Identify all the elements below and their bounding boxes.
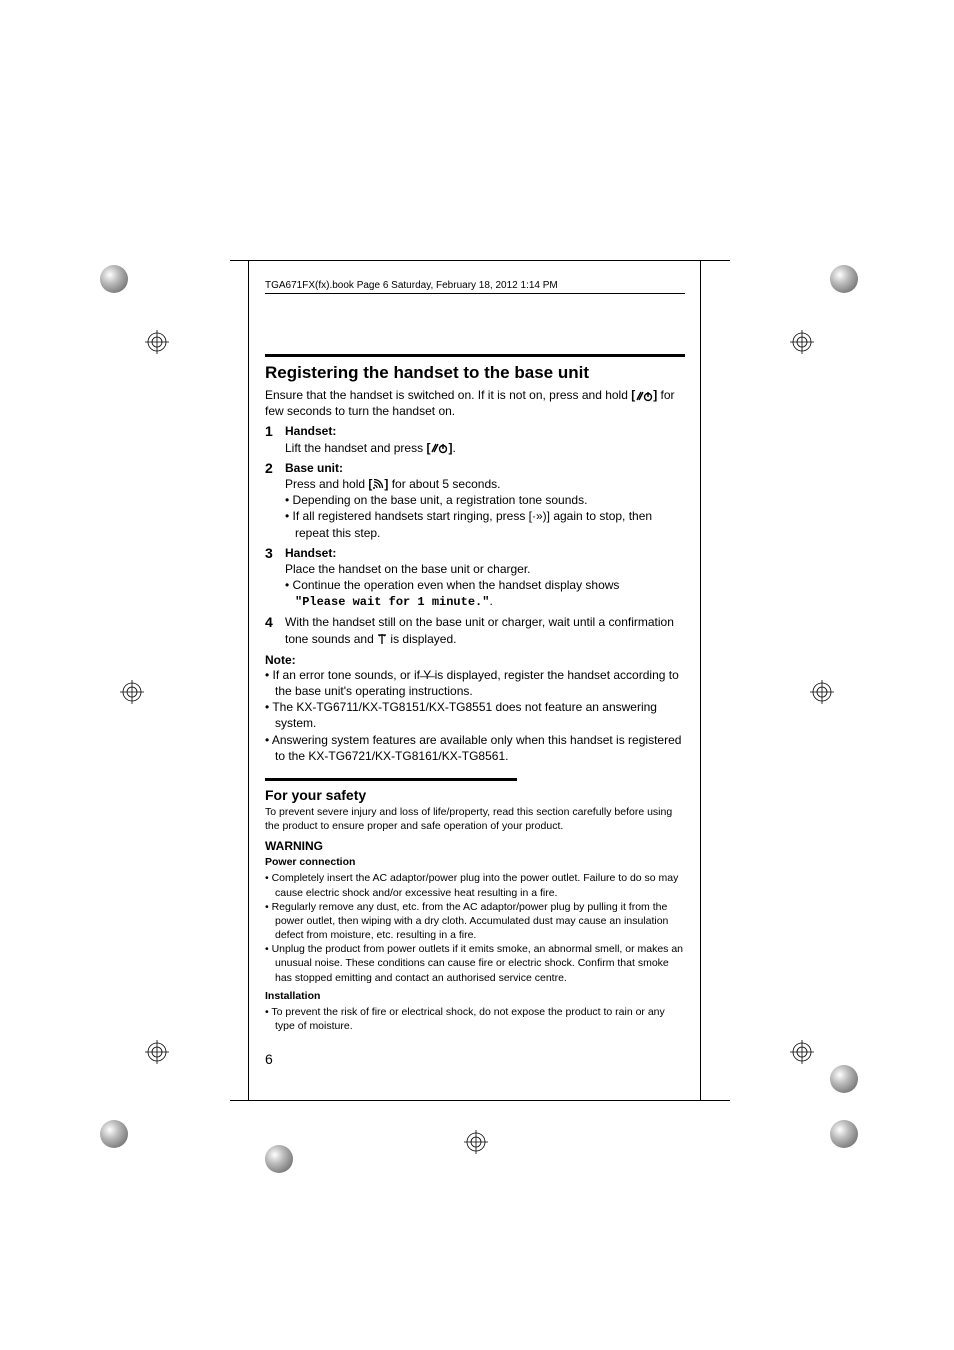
step-line: Lift the handset and press []. xyxy=(285,440,685,456)
signal-icon: [] xyxy=(368,477,388,491)
subsection-title: Installation xyxy=(265,989,685,1003)
step-text: Press and hold xyxy=(285,477,368,491)
step-line: Press and hold [] for about 5 seconds. xyxy=(285,476,685,492)
step: 1 Handset: Lift the handset and press []… xyxy=(265,423,685,455)
page-number: 6 xyxy=(265,1051,685,1067)
book-header: TGA671FX(fx).book Page 6 Saturday, Febru… xyxy=(265,280,685,294)
section-title: For your safety xyxy=(265,787,685,803)
note-item: • The KX-TG6711/KX-TG8151/KX-TG8551 does… xyxy=(265,699,685,731)
note-label: Note: xyxy=(265,653,685,667)
warning-item: • Regularly remove any dust, etc. from t… xyxy=(265,900,685,943)
step-text: With the handset still on the base unit … xyxy=(285,615,674,645)
section-title: Registering the handset to the base unit xyxy=(265,363,685,383)
step-text: . xyxy=(489,594,492,608)
step-line: With the handset still on the base unit … xyxy=(285,614,685,646)
step-number: 3 xyxy=(265,545,285,611)
safety-intro: To prevent severe injury and loss of lif… xyxy=(265,805,685,833)
step: 2 Base unit: Press and hold [] for about… xyxy=(265,460,685,541)
section-rule xyxy=(265,778,517,781)
step-line: Place the handset on the base unit or ch… xyxy=(285,561,685,577)
step-title: Handset: xyxy=(285,545,685,561)
handset-power-icon: [] xyxy=(426,441,452,455)
page-content: TGA671FX(fx).book Page 6 Saturday, Febru… xyxy=(265,280,685,1067)
mono-text: "Please wait for 1 minute." xyxy=(295,595,489,609)
step-text: Lift the handset and press xyxy=(285,441,426,455)
subsection-title: Power connection xyxy=(265,855,685,869)
warning-label: WARNING xyxy=(265,839,685,853)
warning-item: • To prevent the risk of fire or electri… xyxy=(265,1005,685,1033)
warning-item: • Unplug the product from power outlets … xyxy=(265,942,685,985)
step-text: . xyxy=(452,441,455,455)
step: 4 With the handset still on the base uni… xyxy=(265,614,685,646)
intro-paragraph: Ensure that the handset is switched on. … xyxy=(265,387,685,419)
warning-item: • Completely insert the AC adaptor/power… xyxy=(265,871,685,899)
section-rule xyxy=(265,354,685,357)
note-item: • Answering system features are availabl… xyxy=(265,732,685,764)
step-bullet: • Continue the operation even when the h… xyxy=(285,577,685,593)
step-number: 2 xyxy=(265,460,285,541)
antenna-icon xyxy=(377,632,387,646)
step: 3 Handset: Place the handset on the base… xyxy=(265,545,685,611)
intro-text-a: Ensure that the handset is switched on. … xyxy=(265,388,631,402)
step-number: 1 xyxy=(265,423,285,455)
step-text: for about 5 seconds. xyxy=(388,477,500,491)
step-title: Base unit: xyxy=(285,460,685,476)
step-bullet: • Depending on the base unit, a registra… xyxy=(285,492,685,508)
step-number: 4 xyxy=(265,614,285,646)
step-text: is displayed. xyxy=(387,632,456,646)
handset-power-icon: [] xyxy=(631,388,657,402)
step-mono-line: "Please wait for 1 minute.". xyxy=(285,593,685,610)
step-bullet: • If all registered handsets start ringi… xyxy=(285,508,685,540)
step-title: Handset: xyxy=(285,423,685,439)
note-item: • If an error tone sounds, or if ̶Y̶ is … xyxy=(265,667,685,699)
